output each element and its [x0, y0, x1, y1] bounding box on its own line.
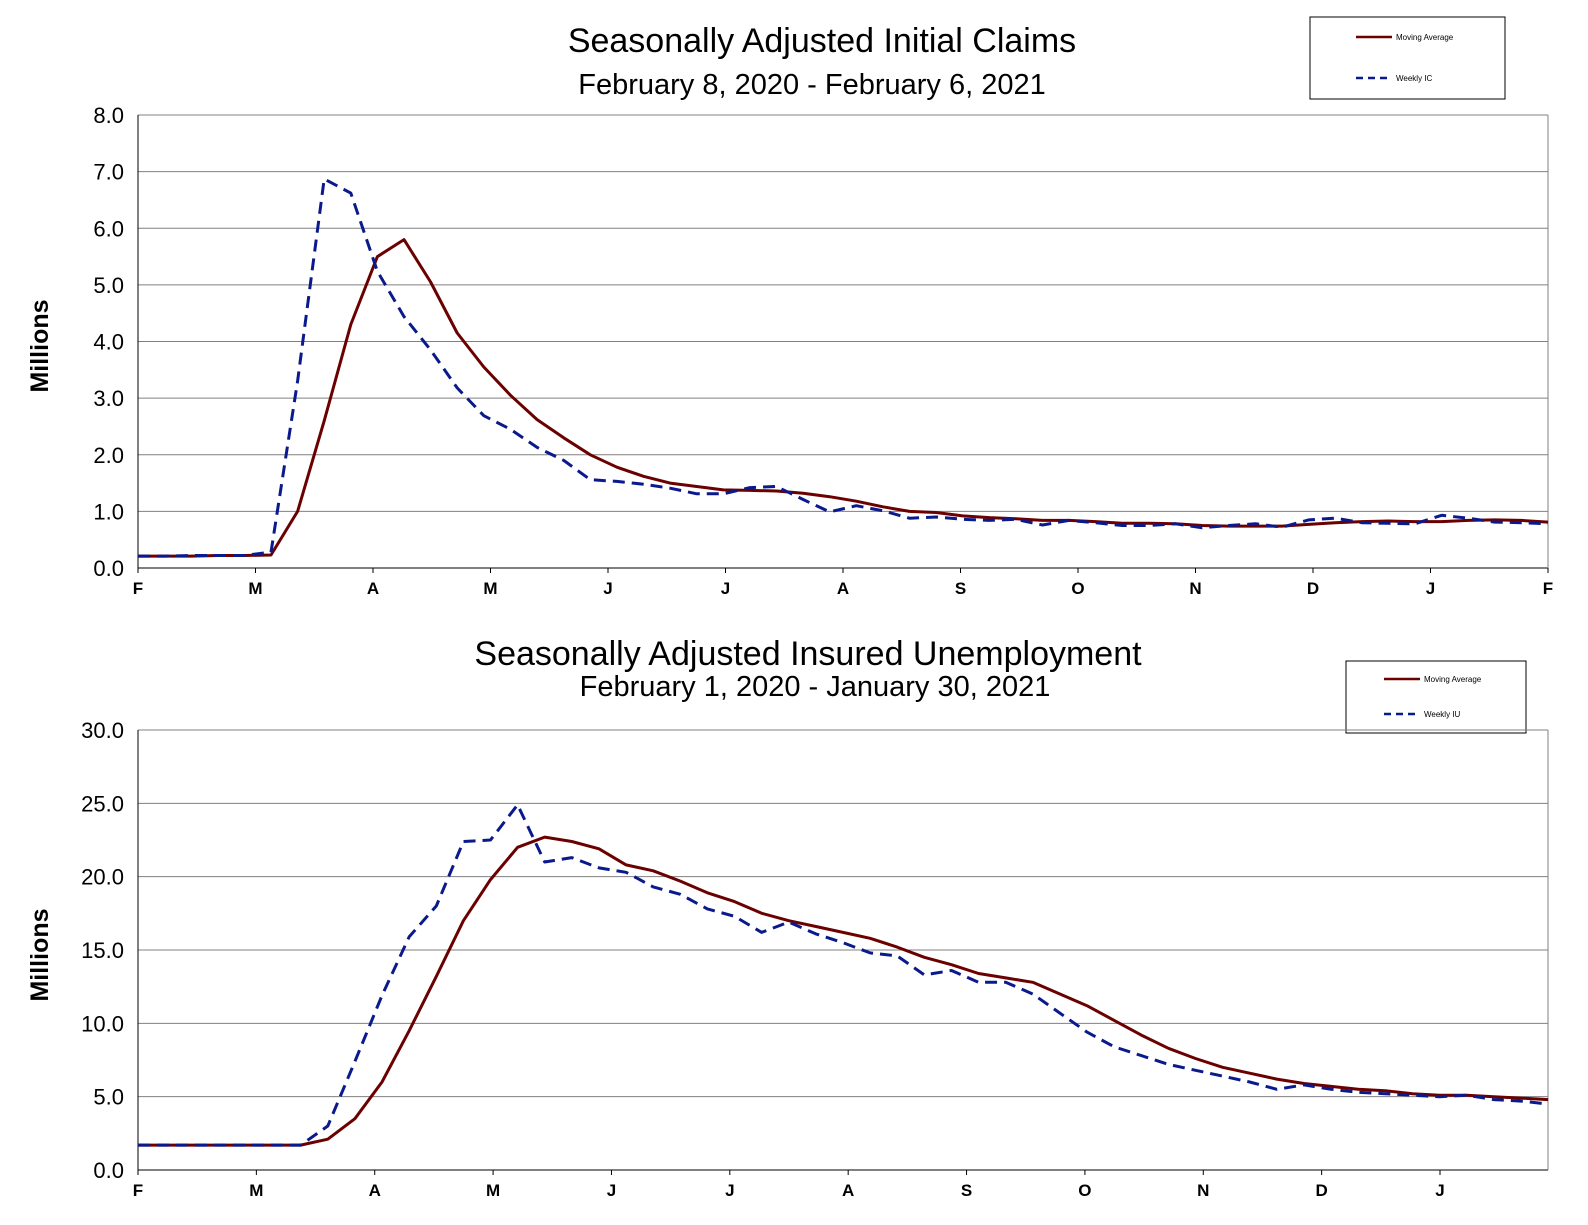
- chart2-xtick-label: A: [842, 1181, 854, 1200]
- chart1-legend: Moving Average Weekly IC: [1309, 16, 1506, 100]
- chart1-xtick-label: S: [955, 579, 966, 598]
- chart1-xtick-label: N: [1189, 579, 1201, 598]
- chart2-xtick-label: M: [486, 1181, 500, 1200]
- chart2-series-weekly-line: [138, 803, 1549, 1147]
- chart2-ytick-label: 0.0: [93, 1158, 124, 1183]
- chart2-plot: 0.0 5.0 10.0 15.0 20.0 25.0 30.0 F M A M J J A S O N D J: [81, 718, 1549, 1200]
- chart1-xtick-label: F: [133, 579, 143, 598]
- chart1-legend-weekly-label: Weekly IC: [1396, 74, 1433, 83]
- chart2-ytick-label: 15.0: [81, 938, 124, 963]
- chart1-xtick-label: J: [603, 579, 612, 598]
- chart1-xtick-label: J: [1426, 579, 1435, 598]
- chart1-xtick-label: A: [837, 579, 849, 598]
- chart1-ytick-label: 8.0: [93, 103, 124, 128]
- chart2-xtick-label: J: [607, 1181, 616, 1200]
- chart1-subtitle: February 8, 2020 - February 6, 2021: [578, 69, 1045, 101]
- chart1-ytick-label: 1.0: [93, 499, 124, 524]
- chart2-xtick-label: M: [249, 1181, 263, 1200]
- chart2-legend-ma-label: Moving Average: [1424, 675, 1482, 684]
- chart2-xtick-label: O: [1078, 1181, 1091, 1200]
- chart2-xtick-label: S: [961, 1181, 972, 1200]
- chart2-ytick-label: 5.0: [93, 1085, 124, 1110]
- chart1-ytick-label: 5.0: [93, 273, 124, 298]
- chart2-legend: Moving Average Weekly IU: [1345, 660, 1527, 734]
- chart1-ytick-label: 6.0: [93, 216, 124, 241]
- plots-layer: 0.0 1.0 2.0 3.0 4.0 5.0 6.0 7.0 8.0 F M A M J J A S O N D J F…: [81, 103, 1553, 1200]
- chart1-xtick-label: A: [367, 579, 379, 598]
- chart1-series-moving-average-line: [138, 238, 1549, 558]
- chart2-ytick-label: 10.0: [81, 1011, 124, 1036]
- chart1-legend-ma-label: Moving Average: [1396, 33, 1454, 42]
- chart1-xtick-label: M: [483, 579, 497, 598]
- chart1-series-weekly-line: [138, 177, 1549, 558]
- chart2-xtick-label: N: [1197, 1181, 1209, 1200]
- chart2-title: Seasonally Adjusted Insured Unemployment: [474, 635, 1142, 673]
- chart1-ytick-label: 4.0: [93, 330, 124, 355]
- chart2-ytick-label: 20.0: [81, 865, 124, 890]
- chart2-legend-weekly-label: Weekly IU: [1424, 710, 1461, 719]
- chart1-ytick-label: 0.0: [93, 556, 124, 581]
- chart1-xtick-label: M: [248, 579, 262, 598]
- chart1-xtick-label: F: [1543, 579, 1553, 598]
- chart1-xtick-label: J: [721, 579, 730, 598]
- chart1-ylabel: Millions: [26, 299, 54, 392]
- chart2-xtick-label: A: [369, 1181, 381, 1200]
- chart1-ytick-label: 3.0: [93, 386, 124, 411]
- chart1-ytick-label: 7.0: [93, 160, 124, 185]
- chart1-plot: 0.0 1.0 2.0 3.0 4.0 5.0 6.0 7.0 8.0 F M A M J J A S O N D J F: [93, 103, 1553, 598]
- chart2-ytick-label: 30.0: [81, 718, 124, 743]
- chart2-xtick-label: F: [133, 1181, 143, 1200]
- chart1-ytick-label: 2.0: [93, 443, 124, 468]
- chart2-subtitle: February 1, 2020 - January 30, 2021: [580, 671, 1051, 703]
- chart2-ylabel: Millions: [26, 908, 54, 1001]
- chart2-xtick-label: J: [1435, 1181, 1444, 1200]
- chart2-ytick-label: 25.0: [81, 791, 124, 816]
- chart2-series-moving-average-line: [138, 835, 1549, 1147]
- chart2-xtick-label: J: [725, 1181, 734, 1200]
- chart1-title: Seasonally Adjusted Initial Claims: [568, 22, 1076, 60]
- chart1-xtick-label: D: [1307, 579, 1319, 598]
- chart1-xtick-label: O: [1071, 579, 1084, 598]
- chart2-xtick-label: D: [1315, 1181, 1327, 1200]
